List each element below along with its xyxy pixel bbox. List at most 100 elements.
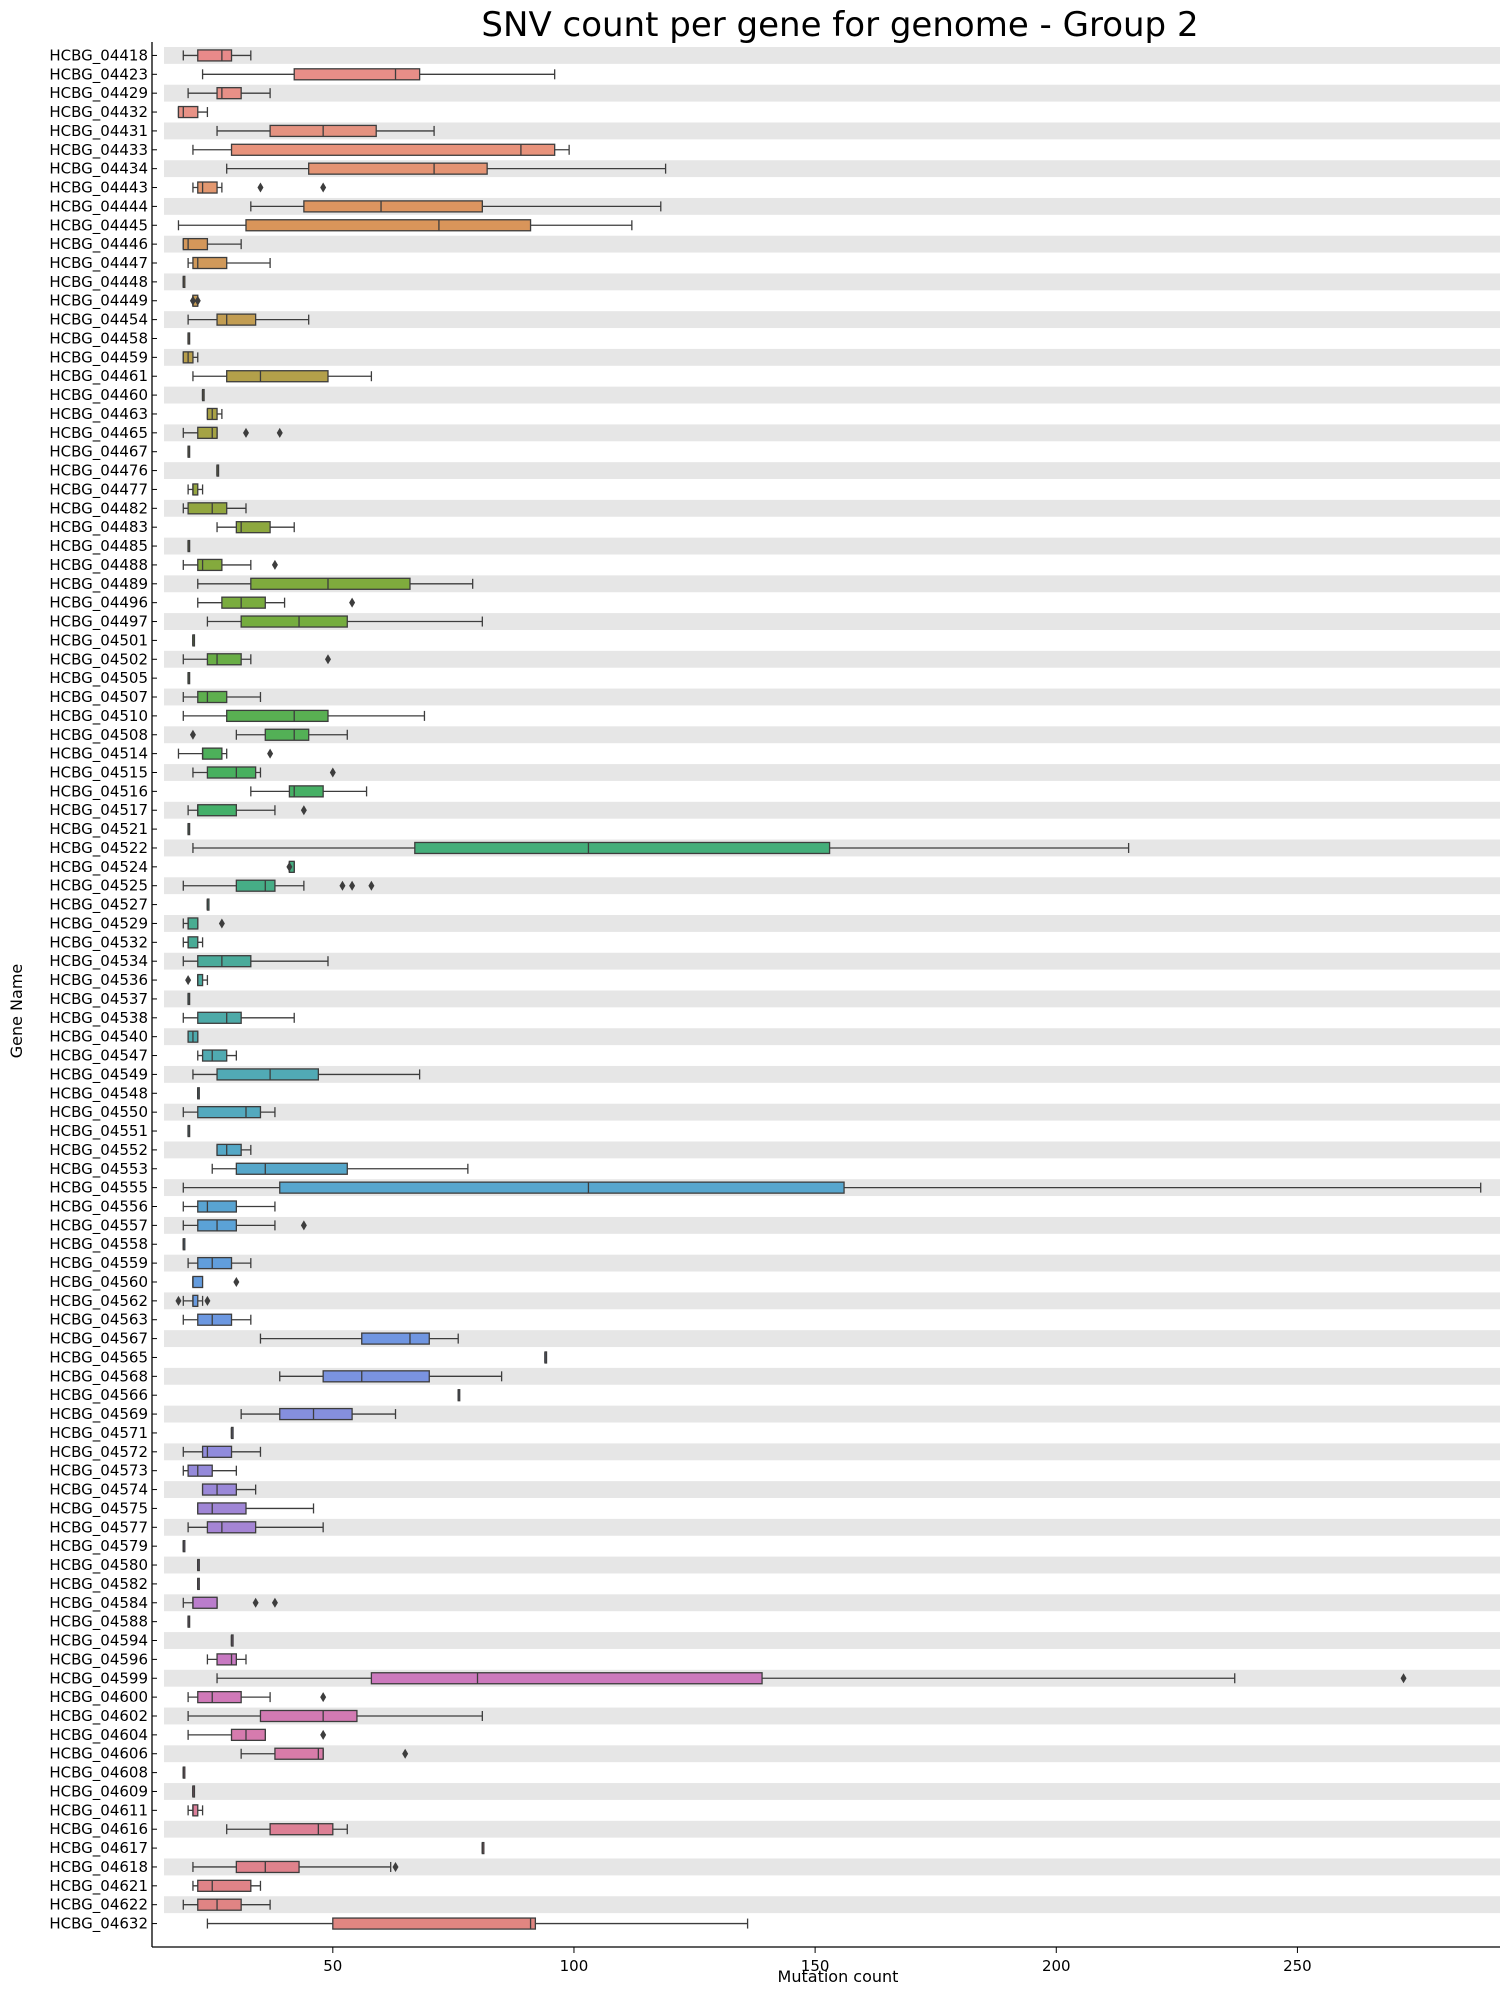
row-band (164, 1707, 1500, 1725)
gene-box-hcbg-04599 (216, 1672, 1407, 1685)
outlier-point (242, 427, 249, 438)
y-tick-label: HCBG_04575 (49, 1499, 148, 1518)
y-tick-label: HCBG_04448 (49, 273, 148, 292)
box (192, 1275, 204, 1289)
row-band (164, 1443, 1500, 1461)
y-tick-label: HCBG_04497 (49, 613, 148, 632)
y-tick-label: HCBG_04560 (49, 1273, 148, 1292)
row-band (164, 726, 1500, 744)
row-band (164, 462, 1500, 480)
box (197, 49, 233, 62)
gene-box-hcbg-04580 (197, 1558, 200, 1572)
y-tick-label: HCBG_04549 (49, 1065, 148, 1084)
y-tick-label: HCBG_04517 (49, 801, 148, 820)
y-tick-label: HCBG_04582 (49, 1575, 148, 1594)
y-tick-label: HCBG_04485 (49, 537, 148, 556)
row-band (164, 424, 1500, 442)
gene-box-hcbg-04501 (192, 634, 196, 647)
box (269, 1823, 334, 1836)
box (192, 1294, 199, 1308)
gene-box-hcbg-04594 (230, 1634, 234, 1647)
y-tick-label: HCBG_04483 (49, 518, 148, 537)
y-tick-label: HCBG_04488 (49, 556, 148, 575)
box (197, 1690, 242, 1704)
gene-box-hcbg-04560 (192, 1275, 240, 1289)
box (308, 162, 488, 175)
y-tick-label: HCBG_04449 (49, 292, 148, 311)
y-tick-label: HCBG_04547 (49, 1047, 148, 1066)
outlier-point (368, 880, 375, 891)
y-tick-label: HCBG_04521 (49, 820, 148, 839)
box (274, 1747, 324, 1760)
gene-box-hcbg-04434 (226, 162, 667, 175)
box (250, 577, 411, 590)
row-band (164, 990, 1500, 1008)
outlier-point (300, 1220, 307, 1231)
outlier-point (175, 1295, 182, 1306)
gene-box-hcbg-04548 (197, 1087, 200, 1100)
y-tick-label: HCBG_04522 (49, 839, 148, 858)
outlier-point (320, 1729, 327, 1740)
x-tick-label: 250 (1283, 1957, 1312, 1975)
y-tick-label: HCBG_04429 (49, 84, 148, 103)
y-tick-label: HCBG_04514 (49, 745, 148, 764)
y-tick-label: HCBG_04434 (49, 160, 148, 179)
row-band (164, 1028, 1500, 1046)
outlier-point (324, 654, 331, 665)
gene-box-hcbg-04458 (187, 332, 191, 345)
y-tick-label: HCBG_04599 (49, 1669, 148, 1688)
gene-box-hcbg-04537 (187, 992, 191, 1006)
gene-box-hcbg-04510 (182, 709, 426, 723)
box (293, 68, 421, 81)
y-tick-label: HCBG_04579 (49, 1537, 148, 1556)
gene-box-hcbg-04431 (216, 124, 435, 138)
y-tick-label: HCBG_04573 (49, 1462, 148, 1481)
outlier-point (252, 1597, 259, 1608)
box (216, 1068, 319, 1081)
y-tick-label: HCBG_04516 (49, 782, 148, 801)
y-tick-label: HCBG_04507 (49, 688, 148, 707)
box (197, 690, 228, 704)
y-tick-label: HCBG_04569 (49, 1405, 148, 1424)
gene-box-hcbg-04496 (197, 596, 356, 609)
gene-box-hcbg-04621 (192, 1879, 262, 1892)
y-tick-label: HCBG_04577 (49, 1518, 148, 1537)
box (201, 1445, 233, 1458)
row-band (164, 1216, 1500, 1234)
y-tick-label: HCBG_04447 (49, 254, 148, 273)
gene-box-hcbg-04517 (187, 804, 307, 817)
gene-box-hcbg-04540 (187, 1030, 199, 1043)
row-band (164, 1103, 1500, 1121)
row-band (164, 348, 1500, 366)
gene-box-hcbg-04463 (206, 407, 223, 421)
y-tick-label: HCBG_04536 (49, 971, 148, 990)
y-tick-label: HCBG_04454 (49, 311, 148, 330)
y-tick-label: HCBG_04477 (49, 480, 148, 499)
row-band (164, 311, 1500, 329)
y-tick-label: HCBG_04510 (49, 707, 148, 726)
box (197, 1011, 242, 1024)
box (361, 1332, 430, 1345)
gene-box-hcbg-04502 (182, 653, 331, 666)
y-tick-label: HCBG_04618 (49, 1858, 148, 1877)
gene-box-hcbg-04555 (182, 1181, 1482, 1194)
outlier-point (286, 861, 293, 872)
box (279, 1181, 845, 1194)
gene-box-hcbg-04549 (192, 1068, 421, 1081)
box (226, 370, 329, 383)
row-band (164, 877, 1500, 895)
box (201, 1049, 228, 1062)
y-tick-label: HCBG_04460 (49, 386, 148, 405)
y-tick-label: HCBG_04608 (49, 1764, 148, 1783)
box (235, 879, 276, 892)
gene-box-hcbg-04507 (182, 690, 262, 704)
gene-box-hcbg-04563 (182, 1313, 252, 1326)
box (332, 1917, 537, 1930)
gene-box-hcbg-04588 (187, 1615, 191, 1628)
gene-box-hcbg-04582 (197, 1577, 200, 1591)
y-tick-label: HCBG_04432 (49, 103, 148, 122)
gene-box-hcbg-04532 (182, 936, 204, 949)
gene-box-hcbg-04483 (216, 521, 295, 534)
y-tick-label: HCBG_04505 (49, 669, 148, 688)
box (197, 1200, 237, 1213)
